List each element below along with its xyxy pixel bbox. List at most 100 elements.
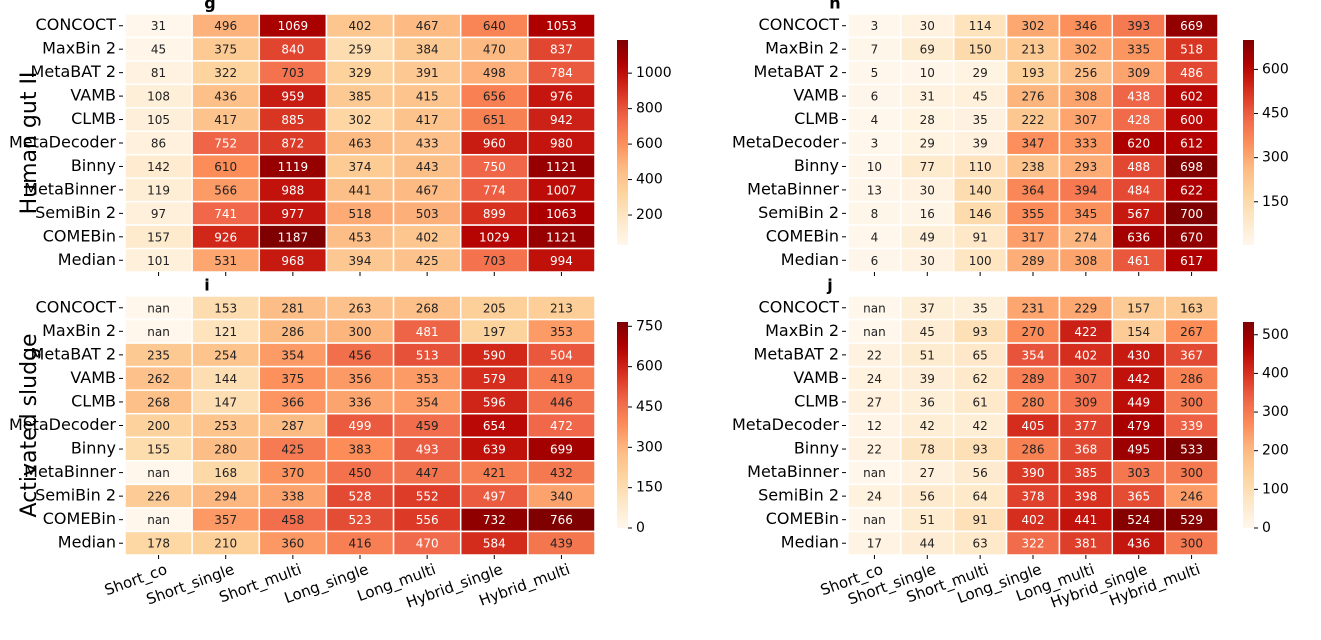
cell-label: 703 xyxy=(483,254,506,268)
cell-label: 93 xyxy=(973,443,988,457)
cell-label: 899 xyxy=(483,207,506,221)
colorbar xyxy=(617,40,628,245)
cell-label: 467 xyxy=(416,183,439,197)
cell-label: 394 xyxy=(1074,183,1097,197)
cell-label: 518 xyxy=(1180,43,1203,57)
cell-label: 498 xyxy=(483,66,506,80)
cell-label: 422 xyxy=(1074,325,1097,339)
cell-label: 449 xyxy=(1127,395,1150,409)
cell-label: 45 xyxy=(920,325,935,339)
cell-label: 988 xyxy=(281,183,304,197)
cell-label: 51 xyxy=(920,513,935,527)
cell-label: 417 xyxy=(416,113,439,127)
row-label: MetaBinner xyxy=(24,179,116,198)
cell-label: 45 xyxy=(151,43,166,57)
colorbar-tick-label: 200 xyxy=(1262,443,1289,459)
cell-label: 470 xyxy=(483,43,506,57)
cell-label: 651 xyxy=(483,113,506,127)
row-label: VAMB xyxy=(70,86,116,105)
cell-label: 365 xyxy=(1127,490,1150,504)
cell-label: nan xyxy=(863,466,886,480)
cell-label: 229 xyxy=(1074,301,1097,315)
cell-label: 421 xyxy=(483,466,506,480)
cell-label: 698 xyxy=(1180,160,1203,174)
cell-label: 300 xyxy=(349,325,372,339)
cell-label: 518 xyxy=(349,207,372,221)
cell-label: 63 xyxy=(973,537,988,551)
cell-label: 1053 xyxy=(546,19,577,33)
cell-label: 81 xyxy=(151,66,166,80)
cell-label: 600 xyxy=(1180,113,1203,127)
cell-label: 303 xyxy=(1127,466,1150,480)
cell-label: 200 xyxy=(147,419,170,433)
colorbar xyxy=(1243,40,1254,245)
cell-label: 654 xyxy=(483,419,506,433)
cell-label: 274 xyxy=(1074,230,1097,244)
cell-label: 366 xyxy=(281,395,304,409)
cell-label: 22 xyxy=(867,348,882,362)
cell-label: 385 xyxy=(349,90,372,104)
row-label: SemiBin 2 xyxy=(758,203,839,222)
cell-label: 302 xyxy=(1022,19,1045,33)
cell-label: 579 xyxy=(483,372,506,386)
colorbar xyxy=(617,322,628,528)
colorbar-tick-label: 300 xyxy=(1262,404,1289,420)
row-label: VAMB xyxy=(793,86,839,105)
cell-label: 425 xyxy=(416,254,439,268)
cell-label: 432 xyxy=(550,466,573,480)
cell-label: 433 xyxy=(416,137,439,151)
cell-label: 750 xyxy=(483,160,506,174)
cell-label: 960 xyxy=(483,137,506,151)
cell-label: nan xyxy=(863,325,886,339)
row-label: MetaBinner xyxy=(24,462,116,481)
cell-label: 394 xyxy=(349,254,372,268)
row-label: MetaDecoder xyxy=(732,133,839,152)
cell-label: 340 xyxy=(550,490,573,504)
cell-label: 86 xyxy=(151,137,166,151)
cell-label: 39 xyxy=(973,137,988,151)
row-label: MetaBAT 2 xyxy=(31,344,116,363)
cell-label: 488 xyxy=(1127,160,1150,174)
row-label: SemiBin 2 xyxy=(758,486,839,505)
cell-label: 472 xyxy=(550,419,573,433)
cell-label: 703 xyxy=(281,66,304,80)
row-label: MaxBin 2 xyxy=(42,39,116,58)
cell-label: 13 xyxy=(867,183,882,197)
cell-label: 977 xyxy=(281,207,304,221)
cell-label: 235 xyxy=(147,348,170,362)
row-label: MetaDecoder xyxy=(9,133,116,152)
row-label: MaxBin 2 xyxy=(765,321,839,340)
cell-label: 636 xyxy=(1127,230,1150,244)
row-label: MaxBin 2 xyxy=(42,321,116,340)
cell-label: 238 xyxy=(1022,160,1045,174)
cell-label: 656 xyxy=(483,90,506,104)
colorbar-tick-label: 750 xyxy=(636,318,663,334)
row-label: MetaBAT 2 xyxy=(31,62,116,81)
cell-label: 286 xyxy=(1022,443,1045,457)
cell-label: 354 xyxy=(281,348,304,362)
cell-label: 142 xyxy=(147,160,170,174)
colorbar-tick-label: 150 xyxy=(636,480,663,496)
row-label: CONCOCT xyxy=(36,297,117,316)
row-label: VAMB xyxy=(793,368,839,387)
cell-label: 105 xyxy=(147,113,170,127)
cell-label: 108 xyxy=(147,90,170,104)
cell-label: nan xyxy=(147,466,170,480)
cell-label: 741 xyxy=(214,207,237,221)
cell-label: 4 xyxy=(871,230,879,244)
cell-label: 226 xyxy=(147,490,170,504)
row-label: CLMB xyxy=(71,391,116,410)
cell-label: 254 xyxy=(214,348,237,362)
cell-label: 22 xyxy=(867,443,882,457)
cell-label: 430 xyxy=(1127,348,1150,362)
cell-label: 147 xyxy=(214,395,237,409)
cell-label: 766 xyxy=(550,513,573,527)
y-axis-label: Human gut II xyxy=(17,72,42,215)
cell-label: 329 xyxy=(349,66,372,80)
cell-label: 146 xyxy=(969,207,992,221)
cell-label: 398 xyxy=(1074,490,1097,504)
cell-label: 926 xyxy=(214,230,237,244)
colorbar-tick-label: 0 xyxy=(1262,520,1271,536)
cell-label: 56 xyxy=(973,466,988,480)
cell-label: 425 xyxy=(281,443,304,457)
